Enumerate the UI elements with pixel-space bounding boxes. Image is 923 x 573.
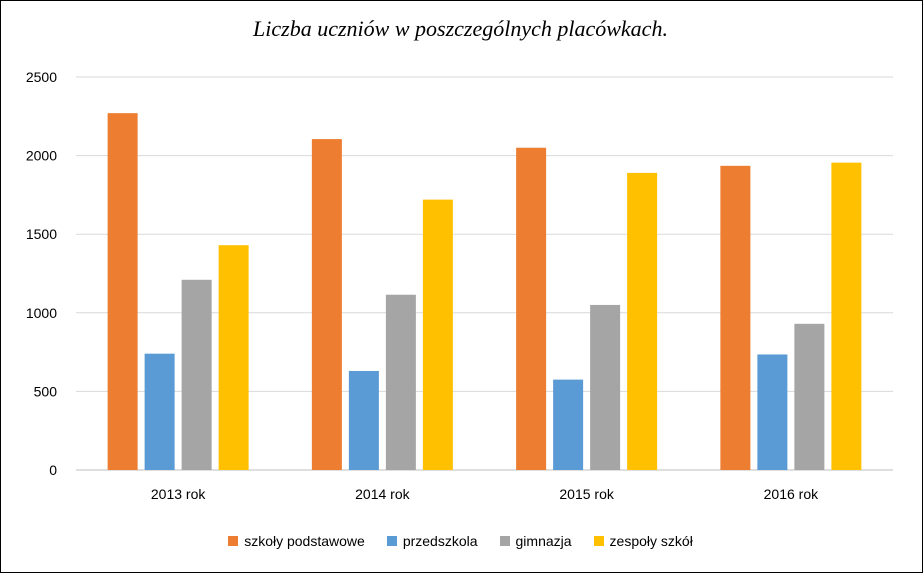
legend-item: zespoły szkół (593, 533, 693, 549)
y-tick-label: 1500 (26, 226, 57, 242)
y-tick-label: 2000 (26, 148, 57, 164)
x-tick-label: 2013 rok (151, 486, 206, 502)
bar (144, 353, 175, 470)
bar (107, 113, 138, 470)
chart-title: Liczba uczniów w poszczególnych placówka… (253, 16, 668, 41)
bar (590, 304, 621, 470)
legend-label: zespoły szkół (609, 533, 693, 549)
legend-item: przedszkola (386, 533, 478, 549)
legend-label: szkoły podstawowe (244, 533, 365, 549)
bar (516, 147, 547, 471)
legend-label: przedszkola (402, 533, 478, 549)
bar (181, 279, 212, 470)
bar (385, 294, 416, 470)
legend-swatch (499, 536, 510, 546)
chart-legend: szkoły podstawowe przedszkola gimnazja zesp… (0, 533, 921, 549)
bar (218, 245, 249, 470)
y-tick-label: 2500 (26, 69, 57, 85)
x-tick-label: 2015 rok (559, 486, 614, 502)
bar (831, 162, 862, 470)
bar (794, 323, 825, 470)
legend-swatch (386, 536, 397, 546)
legend-swatch (593, 536, 604, 546)
legend-swatch (228, 536, 239, 546)
legend-item: gimnazja (499, 533, 572, 549)
y-tick-label: 500 (34, 383, 58, 399)
bar (348, 370, 379, 470)
legend-label: gimnazja (515, 533, 572, 549)
y-tick-label: 1000 (26, 305, 57, 321)
bar (553, 379, 584, 470)
x-tick-label: 2014 rok (355, 486, 410, 502)
y-tick-label: 0 (49, 462, 57, 478)
bar (720, 165, 751, 470)
x-tick-label: 2016 rok (764, 486, 819, 502)
legend-item: szkoły podstawowe (228, 533, 365, 549)
bar (757, 354, 788, 470)
bar (422, 199, 453, 470)
bar (627, 172, 658, 470)
bar (311, 139, 342, 470)
